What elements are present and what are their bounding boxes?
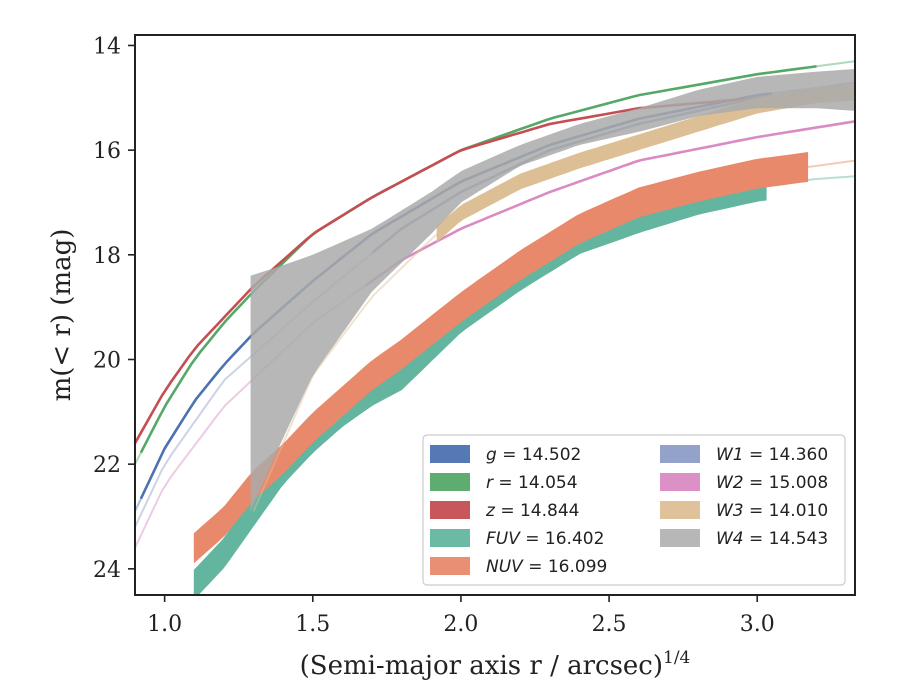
legend-swatch (430, 473, 470, 491)
legend-entry-nuv: NUV = 16.099 (430, 557, 607, 577)
x-axis: 1.0 1.5 2.0 2.5 3.0 (147, 595, 775, 637)
x-tick-label: 1.0 (147, 612, 182, 637)
plot-frame (134, 34, 856, 596)
legend-entry-w4: W4 = 14.543 (660, 529, 828, 549)
legend-swatch (660, 501, 700, 519)
line-faint-r (135, 60, 855, 465)
legend-label: NUV = 16.099 (486, 557, 607, 577)
legend-label-value: = 14.010 (744, 501, 829, 521)
legend-entry-w2: W2 = 15.008 (660, 473, 828, 493)
line-z (135, 91, 855, 444)
y-tick-label: 20 (93, 348, 121, 373)
legend-entry-w1: W1 = 14.360 (660, 445, 828, 465)
legend-label-value: = 15.008 (744, 473, 829, 493)
legend-label-value: = 14.844 (495, 501, 580, 521)
legend-swatch (430, 529, 470, 547)
legend-label-value: = 14.502 (497, 445, 582, 465)
legend-swatch (660, 529, 700, 547)
legend-label-value: = 14.054 (493, 473, 578, 493)
legend-entry-fuv: FUV = 16.402 (430, 529, 604, 549)
legend-label-symbol: W1 (716, 445, 744, 465)
legend-label: g = 14.502 (486, 445, 581, 465)
plot-area (135, 60, 855, 595)
band-w4 (250, 69, 855, 512)
legend-swatch (660, 445, 700, 463)
series-w4 (250, 69, 855, 512)
legend-label-value: = 16.402 (520, 529, 605, 549)
y-axis-label: m(< r) (mag) (47, 229, 77, 402)
x-tick-label: 1.5 (295, 612, 330, 637)
legend-label: z = 14.844 (485, 501, 579, 521)
y-tick-label: 22 (93, 453, 121, 478)
y-axis: 14 16 18 20 22 24 (93, 34, 135, 583)
legend-label-symbol: W3 (716, 501, 744, 521)
band-nuv (193, 152, 809, 564)
legend-label: W1 = 14.360 (716, 445, 828, 465)
legend-label-symbol: z (485, 501, 496, 521)
y-tick-label: 14 (93, 34, 121, 59)
legend-frame (422, 434, 846, 586)
x-tick-label: 2.5 (592, 612, 627, 637)
legend-label-symbol: W4 (716, 529, 744, 549)
x-tick-label: 3.0 (740, 612, 775, 637)
legend-label: W4 = 14.543 (716, 529, 828, 549)
y-tick-label: 16 (93, 139, 121, 164)
legend-entry-z: z = 14.844 (430, 501, 579, 521)
legend-swatch (430, 557, 470, 575)
legend-entry-g: g = 14.502 (430, 445, 581, 465)
legend-swatch (430, 501, 470, 519)
legend-label: W2 = 15.008 (716, 473, 828, 493)
legend-label-symbol: r (486, 473, 494, 493)
legend-label-symbol: FUV (486, 529, 521, 549)
x-tick-label: 2.0 (443, 612, 478, 637)
legend-entry-r: r = 14.054 (430, 473, 578, 493)
legend-label-symbol: W2 (716, 473, 744, 493)
legend-swatch (430, 445, 470, 463)
legend-label: r = 14.054 (486, 473, 578, 493)
legend-label-value: = 14.360 (744, 445, 829, 465)
legend-entry-w3: W3 = 14.010 (660, 501, 828, 521)
legend-label: W3 = 14.010 (716, 501, 828, 521)
legend-label: FUV = 16.402 (486, 529, 604, 549)
x-axis-label-main: (Semi-major axis r / arcsec) (300, 651, 663, 681)
series-nuv (193, 152, 855, 564)
legend-swatch (660, 473, 700, 491)
series-z (135, 91, 855, 444)
legend-label-symbol: NUV (486, 557, 524, 577)
legend-label-value: = 14.543 (744, 529, 829, 549)
line-faint-z (135, 91, 855, 444)
x-axis-label: (Semi-major axis r / arcsec)1/4 (300, 648, 691, 681)
y-tick-label: 24 (93, 558, 121, 583)
x-axis-label-exponent: 1/4 (663, 648, 690, 668)
legend-label-symbol: g (486, 445, 497, 465)
line-w2 (365, 120, 855, 287)
y-tick-label: 18 (93, 244, 121, 269)
legend-label-value: = 16.099 (523, 557, 608, 577)
series-r (135, 60, 855, 465)
